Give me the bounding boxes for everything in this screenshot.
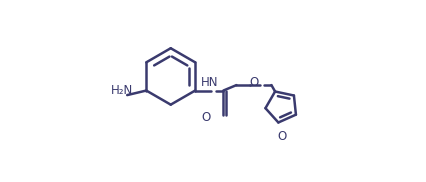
- Text: O: O: [249, 76, 258, 89]
- Text: O: O: [276, 130, 286, 143]
- Text: H₂N: H₂N: [110, 84, 133, 98]
- Text: O: O: [201, 111, 210, 124]
- Text: HN: HN: [200, 76, 218, 89]
